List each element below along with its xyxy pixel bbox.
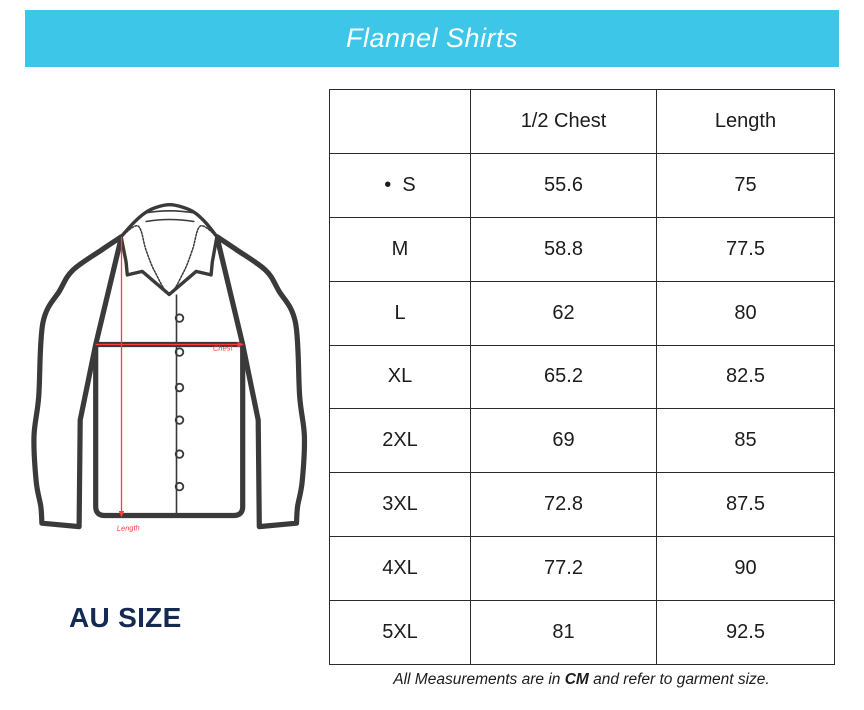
svg-text:Chest: Chest (213, 343, 234, 353)
svg-text:Length: Length (117, 523, 140, 533)
